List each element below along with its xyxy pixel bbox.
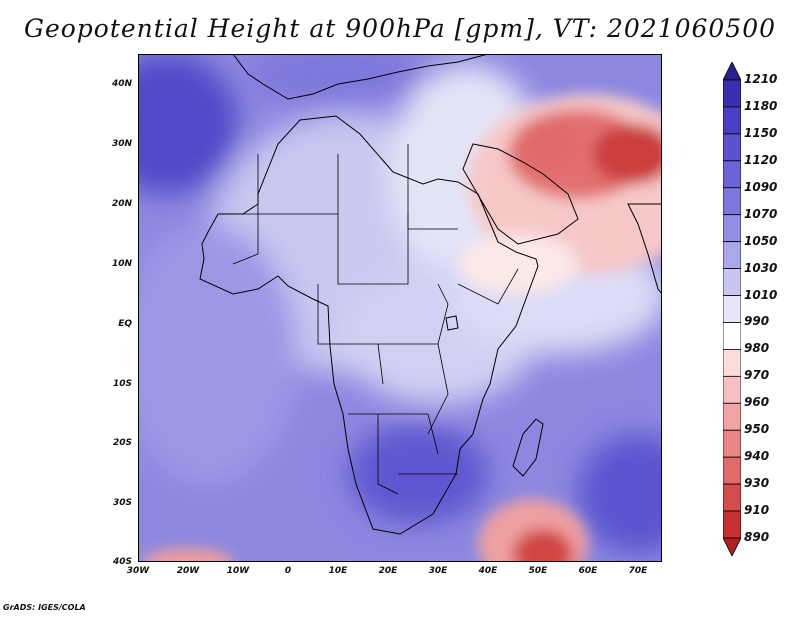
lon-label-20w: 20W (176, 566, 200, 576)
madagascar-outline (512, 418, 544, 477)
colorbar-top-triangle (723, 62, 741, 81)
colorbar-bin (723, 79, 741, 108)
colorbar-bottom-triangle (723, 537, 741, 556)
colorbar-tick-label: 1070 (744, 206, 778, 221)
lon-label-10w: 10W (226, 566, 250, 576)
colorbar-tick-label: 1050 (744, 233, 778, 248)
colorbar-bin (723, 349, 741, 377)
colorbar-bin (723, 106, 741, 135)
colorbar-bin (723, 429, 741, 458)
height-field (138, 54, 662, 554)
colorbar-tick-label: 890 (744, 530, 770, 544)
country-borders (218, 144, 519, 495)
colorbar-bin (723, 133, 741, 162)
colorbar-tick-label: 1180 (744, 98, 778, 113)
colorbar-tick-label: 960 (744, 395, 770, 410)
lat-label-10n: 10N (111, 259, 132, 269)
colorbar-bin (723, 241, 741, 269)
india-outline (627, 203, 662, 295)
colorbar-tick-label: 930 (744, 476, 770, 491)
lon-label-10e: 10E (328, 566, 348, 576)
colorbar-tick-label: 940 (744, 449, 770, 464)
colorbar-bin (723, 322, 741, 350)
lat-label-10s: 10S (112, 379, 132, 389)
colorbar-bin (723, 483, 741, 512)
chart-title: Geopotential Height at 900hPa [gpm], VT:… (23, 14, 777, 43)
lat-label-40s: 40S (112, 557, 132, 567)
geopotential-map (138, 54, 662, 562)
colorbar-bin (723, 375, 741, 404)
colorbar-bin (723, 402, 741, 431)
colorbar-tick-label: 1120 (744, 152, 778, 167)
lat-label-20s: 20S (112, 438, 132, 448)
lat-label-30s: 30S (112, 498, 132, 508)
lon-label-70e: 70E (628, 566, 648, 576)
lat-label-40n: 40N (111, 79, 132, 89)
colorbar-tick-label: 1150 (744, 125, 778, 140)
colorbar-bin (723, 456, 741, 485)
lat-label-eq: EQ (118, 319, 132, 329)
colorbar-tick-label: 910 (744, 503, 770, 518)
map-frame (138, 54, 662, 562)
lon-label-30e: 30E (428, 566, 448, 576)
colorbar (723, 62, 741, 556)
lat-label-20n: 20N (111, 199, 132, 209)
arabia-outline (462, 143, 579, 245)
lon-label-50e: 50E (528, 566, 548, 576)
map-panel (138, 54, 662, 562)
colorbar-tick-label: 1090 (744, 179, 778, 194)
colorbar-tick-label: 990 (744, 314, 770, 329)
lon-label-60e: 60E (578, 566, 598, 576)
lon-label-40e: 40E (478, 566, 498, 576)
lon-label-0: 0 (284, 566, 292, 576)
europe-outline (232, 54, 489, 100)
colorbar-tick-label: 970 (744, 368, 770, 383)
colorbar-bin (723, 160, 741, 189)
lat-label-30n: 30N (111, 139, 132, 149)
colorbar-tick-label: 980 (744, 341, 770, 356)
lon-label-20e: 20E (378, 566, 398, 576)
colorbar-tick-label: 1030 (744, 260, 778, 275)
footer-credit: GrADS: IGES/COLA (3, 603, 86, 612)
colorbar-bin (723, 295, 741, 323)
low-height-field (143, 94, 662, 562)
lon-label-30w: 30W (126, 566, 150, 576)
colorbar-tick-label: 1210 (744, 72, 778, 86)
colorbar-tick-label: 1010 (744, 287, 778, 302)
colorbar-tick-label: 950 (744, 422, 770, 437)
colorbar-bin (723, 214, 741, 243)
colorbar-bin (723, 268, 741, 296)
colorbar-bin (723, 510, 741, 539)
lake-victoria (445, 315, 459, 331)
colorbar-bin (723, 187, 741, 216)
